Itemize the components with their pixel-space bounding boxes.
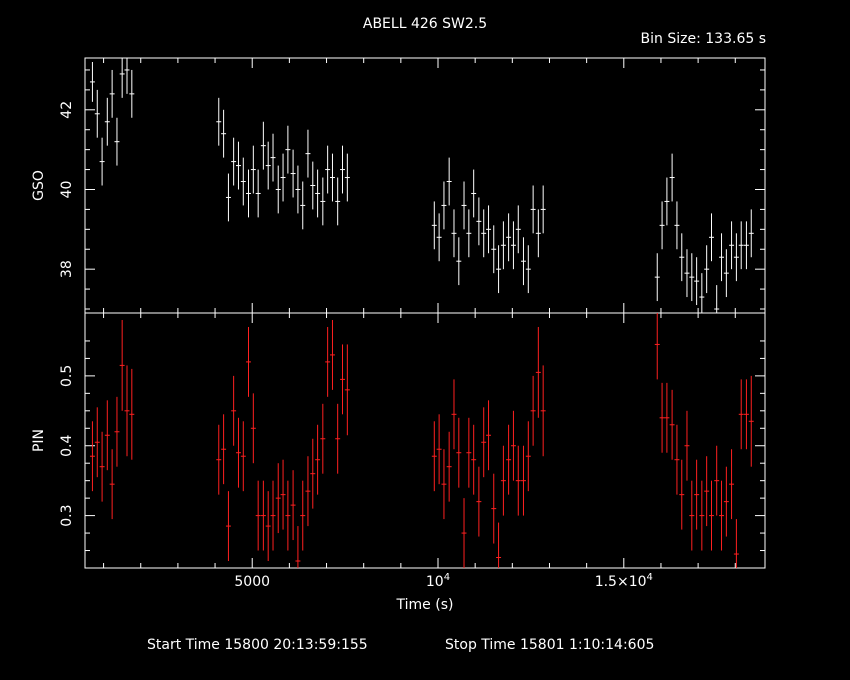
bin-size-label: Bin Size: 133.65 s <box>640 31 766 47</box>
gso-panel: 38 40 42 GSO <box>31 57 766 314</box>
gso-ytick-label: 38 <box>59 260 75 278</box>
pin-panel: 0.3 0.4 0.5 PIN <box>31 312 766 569</box>
x-tick-label: 5000 <box>234 574 270 590</box>
chart-title: ABELL 426 SW2.5 <box>362 16 488 32</box>
gso-ylabel: GSO <box>31 170 47 201</box>
pin-frame <box>84 312 766 569</box>
x-tick-label: 104 <box>426 572 450 590</box>
x-tick-label: 1.5×104 <box>595 572 653 590</box>
pin-ytick-label: 0.4 <box>59 435 75 457</box>
x-axis-label: Time (s) <box>396 597 454 613</box>
pin-ytick-label: 0.3 <box>59 504 75 526</box>
pin-ytick-label: 0.5 <box>59 365 75 387</box>
gso-frame <box>84 57 766 314</box>
stop-time-label: Stop Time 15801 1:10:14:605 <box>445 637 655 653</box>
gso-ytick-label: 40 <box>59 181 75 199</box>
start-time-label: Start Time 15800 20:13:59:155 <box>147 637 368 653</box>
pin-ylabel: PIN <box>31 429 47 452</box>
gso-ytick-label: 42 <box>59 101 75 119</box>
